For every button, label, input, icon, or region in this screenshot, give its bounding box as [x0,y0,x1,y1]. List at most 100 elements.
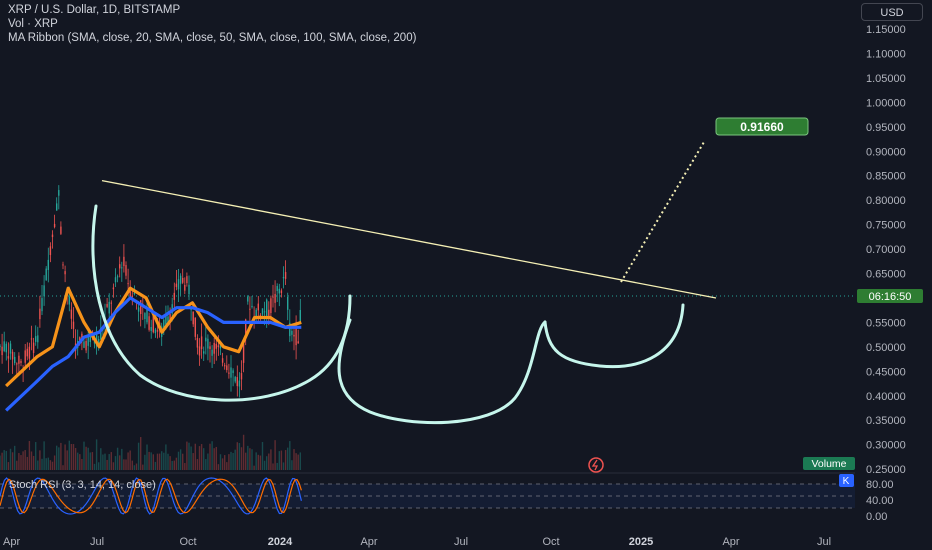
volume-bar [203,448,205,470]
y-tick-label: 0.95000 [866,122,906,134]
volume-bar [142,464,144,470]
sma200-line [5,296,302,412]
left-shoulder-curve [91,204,352,402]
candle-body [192,311,194,325]
candle-body [291,330,293,335]
candle-body [263,311,266,313]
volume-bar [278,451,280,470]
candle-body [190,309,192,311]
y-tick-label: 0.45000 [866,366,906,378]
volume-bar [261,442,264,470]
chart-title[interactable]: XRP / U.S. Dollar, 1D, BITSTAMP [8,4,181,16]
volume-bar [18,453,20,470]
stoch-rsi-pane [0,472,855,515]
stoch-d-line [0,478,302,514]
volume-legend[interactable]: Vol · XRP [8,18,58,30]
volume-bar [253,465,255,470]
volume-bar [104,453,106,470]
candle-body [182,277,184,283]
candle-body [165,315,167,327]
candle-body [53,223,56,228]
y-tick-label: 0.55000 [866,317,906,329]
candle-body [85,341,87,351]
volume-bar [0,455,1,470]
volume-bar [198,446,201,470]
candle-body [9,343,12,354]
candle-body [43,285,45,297]
candle-body [247,296,249,302]
volume-bars [0,434,301,470]
volume-bar [158,453,161,470]
volume-bar [293,449,295,470]
candle-body [289,322,291,337]
candle-body [167,316,169,324]
volume-bar [58,447,60,470]
volume-bar [43,441,45,470]
volume-bar [196,459,199,470]
volume-bar [297,454,299,470]
volume-bar [163,452,165,470]
candle-body [16,363,18,365]
candle-body [45,268,47,281]
ma-ribbon-legend[interactable]: MA Ribbon (SMA, close, 20, SMA, close, 5… [8,32,417,44]
y-tick-label: 0.75000 [866,220,906,232]
candle-body [242,343,245,363]
candle-body [278,288,280,294]
volume-bar [100,448,102,470]
volume-bar [3,450,5,470]
volume-bar [1,452,3,470]
candle-body [89,333,91,342]
candle-body [234,376,236,382]
dividend-event-icon[interactable] [588,457,604,473]
volume-bar [215,446,217,470]
candle-body [56,203,58,211]
candle-body [219,344,222,349]
volume-bar [234,449,236,470]
x-tick-label: Oct [542,536,559,548]
candle-body [268,309,270,316]
candle-body [58,190,60,196]
volume-bar [161,451,163,470]
candle-body [37,335,39,343]
x-tick-label: Apr [722,536,739,548]
candle-body [140,300,142,315]
volume-bar [35,442,37,470]
y-tick-label: 1.15000 [866,24,906,36]
candle-body [70,309,73,319]
volume-bar [89,452,91,470]
candle-body [270,298,272,314]
volume-bar [72,444,75,470]
volume-bar [68,440,70,470]
volume-bar [263,460,266,470]
candle-body [5,343,7,353]
volume-bar [169,456,171,470]
candle-body [224,365,226,367]
currency-selector[interactable]: USD [861,3,923,21]
volume-bar [41,458,43,470]
time-axis: Apr Jul Oct 2024 Apr Jul Oct 2025 Apr Jul [3,536,831,548]
candle-body [146,309,148,323]
candle-body [79,337,81,341]
price-badge [857,289,923,303]
candle-body [148,316,150,330]
volume-bar [91,452,94,470]
y-tick-label: 0.35000 [866,415,906,427]
volume-badge-text: Volume [811,458,846,470]
candle-body [169,314,171,320]
volume-bar [266,456,268,470]
volume-bar [282,462,285,470]
volume-bar [45,458,47,470]
volume-bar [7,462,10,470]
candle-body [232,370,234,373]
candle-body [188,284,190,295]
y-tick-label: 0.40000 [866,391,906,403]
candle-body [150,327,152,331]
candle-body [266,299,268,316]
candle-body [125,265,127,276]
volume-bar [87,447,89,470]
volume-bar [249,448,251,470]
candle-body [41,298,43,312]
stoch-rsi-legend[interactable]: Stoch RSI (3, 3, 14, 14, close) [9,479,156,491]
candle-body [7,356,10,359]
